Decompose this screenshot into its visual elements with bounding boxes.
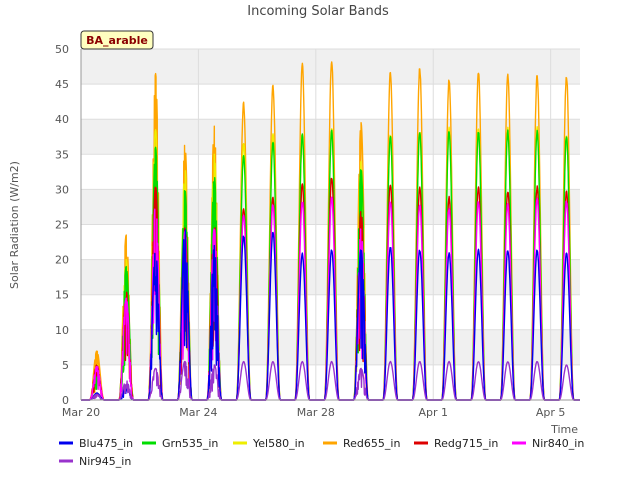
y-tick-label: 40 xyxy=(55,113,69,126)
legend-label: Nir840_in xyxy=(532,437,584,450)
y-tick-label: 10 xyxy=(55,324,69,337)
y-tick-label: 30 xyxy=(55,183,69,196)
axes xyxy=(80,49,580,401)
y-tick-label: 45 xyxy=(55,78,69,91)
chart-title: Incoming Solar Bands xyxy=(247,4,389,19)
x-tick-label: Apr 5 xyxy=(536,406,566,419)
legend-item: Grn535_in xyxy=(142,437,218,450)
x-tick-labels: Mar 20 Mar 24 Mar 28 Apr 1 Apr 5 xyxy=(62,406,566,419)
y-tick-label: 5 xyxy=(62,359,69,372)
legend-item: Blu475_in xyxy=(59,437,133,450)
legend-label: Yel580_in xyxy=(252,437,305,450)
legend: Blu475_in Grn535_in Yel580_in Red655_in Redg… xyxy=(59,437,584,468)
y-tick-labels: 0 5 10 15 20 25 30 35 40 45 50 xyxy=(55,43,69,407)
site-label: BA_arable xyxy=(86,34,148,47)
y-tick-label: 0 xyxy=(62,394,69,407)
x-tick-label: Mar 24 xyxy=(179,406,217,419)
y-tick-label: 15 xyxy=(55,289,69,302)
x-tick-label: Apr 1 xyxy=(418,406,448,419)
legend-item: Red655_in xyxy=(323,437,400,450)
legend-label: Redg715_in xyxy=(434,437,498,450)
legend-label: Grn535_in xyxy=(162,437,218,450)
legend-item: Yel580_in xyxy=(233,437,305,450)
legend-label: Blu475_in xyxy=(79,437,133,450)
y-tick-label: 35 xyxy=(55,148,69,161)
legend-label: Red655_in xyxy=(343,437,400,450)
x-tick-label: Mar 20 xyxy=(62,406,100,419)
y-tick-label: 25 xyxy=(55,219,69,232)
x-tick-label: Mar 28 xyxy=(297,406,335,419)
y-tick-label: 50 xyxy=(55,43,69,56)
grid-band xyxy=(81,329,580,365)
y-tick-label: 20 xyxy=(55,254,69,267)
legend-item: Redg715_in xyxy=(414,437,498,450)
legend-label: Nir945_in xyxy=(79,455,131,468)
site-label-box: BA_arable xyxy=(80,30,154,50)
legend-item: Nir840_in xyxy=(512,437,584,450)
y-axis-label: Solar Radiation (W/m2) xyxy=(8,161,21,289)
x-axis-label: Time xyxy=(550,423,578,436)
legend-item: Nir945_in xyxy=(59,455,131,468)
